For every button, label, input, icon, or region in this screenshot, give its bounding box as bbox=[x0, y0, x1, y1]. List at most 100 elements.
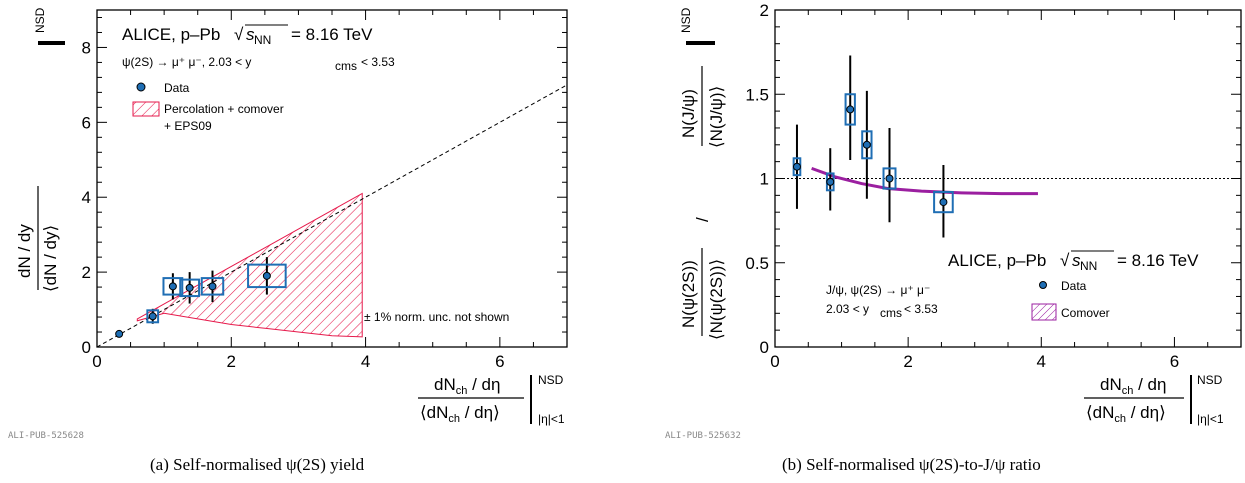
data-point bbox=[185, 283, 194, 292]
panel-b-xlabel-num: dNch / dη bbox=[1100, 375, 1166, 397]
panel-a-legend-marker bbox=[136, 82, 146, 92]
syst-box bbox=[861, 130, 873, 160]
y-tick-label: 2 bbox=[82, 263, 91, 282]
y-tick-label: 0 bbox=[760, 338, 769, 357]
syst-box bbox=[146, 309, 160, 324]
panel-b-legend-data: Data bbox=[1061, 279, 1087, 293]
panel-a-pub-id: ALI-PUB-525628 bbox=[8, 431, 84, 441]
panel-a-xlabel: dNch / dη ⟨dNch / dη⟩ NSD |η|<1 bbox=[418, 373, 565, 426]
y-tick-label: 0 bbox=[82, 338, 91, 357]
syst-box bbox=[200, 277, 225, 296]
panel-b-ylabel-den2: ⟨N(J/ψ)⟩ bbox=[707, 86, 726, 148]
syst-box bbox=[247, 263, 287, 289]
panel-a-legend-model-2: + EPS09 bbox=[164, 119, 212, 133]
panel-b-snn: NN bbox=[1080, 259, 1097, 273]
panel-a-legend-model-1: Percolation + comover bbox=[164, 102, 284, 116]
panel-b-xlabel: dNch / dη ⟨dNch / dη⟩ NSD |η|<1 bbox=[1084, 373, 1224, 426]
panel-a-channel: ψ(2S) → μ⁺ μ⁻, 2.03 < y bbox=[122, 55, 251, 69]
x-tick-label: 4 bbox=[361, 352, 370, 371]
panel-b-ticks: 0 2 4 6 0 0.5 1 1.5 2 bbox=[745, 1, 1242, 371]
panel-a-legend-band bbox=[132, 101, 160, 117]
panel-b-pub-id: ALI-PUB-525632 bbox=[665, 431, 741, 441]
panel-a-xlabel-den: ⟨dNch / dη⟩ bbox=[420, 403, 500, 425]
x-tick-label: 0 bbox=[770, 352, 779, 371]
panel-b: 0 2 4 6 0 0.5 1 1.5 2 ALICE, p–Pb √ s NN = 8.16 … bbox=[665, 1, 1242, 474]
data-point bbox=[168, 282, 177, 291]
y-tick-label: 8 bbox=[82, 38, 91, 57]
panel-a-ylabel-num: dN / dy bbox=[15, 224, 34, 278]
panel-b-ylabel: N(ψ(2S)) ⟨N(ψ(2S))⟩ / N(J/ψ) ⟨N(J/ψ)⟩ bbox=[679, 66, 726, 340]
syst-box bbox=[882, 167, 897, 190]
y-tick-label: 0.5 bbox=[745, 254, 769, 273]
panel-b-xlabel-nsd: NSD bbox=[1197, 373, 1223, 387]
panel-a-channel-sub: cms bbox=[335, 59, 357, 73]
panel-a-channel-end: < 3.53 bbox=[361, 55, 395, 69]
x-tick-label: 6 bbox=[495, 352, 504, 371]
data-point bbox=[885, 174, 894, 183]
syst-box bbox=[844, 93, 856, 126]
panel-a-collab: ALICE, p–Pb bbox=[122, 25, 220, 44]
panel-a-energy: = 8.16 TeV bbox=[291, 25, 373, 44]
panel-b-ylabel-num2: N(J/ψ) bbox=[679, 89, 698, 138]
data-point bbox=[939, 198, 948, 207]
panel-a-sqrt: √ bbox=[234, 25, 244, 44]
y-tick-label: 4 bbox=[82, 188, 91, 207]
panel-b-collab: ALICE, p–Pb bbox=[948, 251, 1046, 270]
data-point bbox=[115, 329, 124, 338]
data-point bbox=[792, 162, 801, 171]
panel-a-xlabel-nsd: NSD bbox=[538, 373, 564, 387]
data-point bbox=[148, 312, 157, 321]
panel-a-s: s bbox=[246, 25, 255, 44]
y-tick-label: 1 bbox=[760, 170, 769, 189]
panel-b-legend-marker bbox=[1039, 281, 1047, 289]
x-tick-label: 2 bbox=[227, 352, 236, 371]
panel-b-comover-curve bbox=[811, 166, 1038, 196]
panel-b-sqrt: √ bbox=[1060, 251, 1070, 270]
panel-b-legend-band bbox=[1031, 303, 1057, 321]
panel-b-ylabel-num1: N(ψ(2S)) bbox=[679, 260, 698, 328]
syst-box bbox=[933, 190, 954, 214]
x-tick-label: 6 bbox=[1170, 352, 1179, 371]
x-tick-label: 2 bbox=[903, 352, 912, 371]
data-point bbox=[846, 105, 855, 114]
panel-a-ylabel-den: ⟨dN / dy⟩ bbox=[41, 225, 60, 292]
panel-a-data-points bbox=[115, 257, 287, 338]
panel-a-reference-line bbox=[96, 84, 568, 348]
panel-b-xlabel-den: ⟨dNch / dη⟩ bbox=[1086, 403, 1166, 425]
panel-a-norm-note: ± 1% norm. unc. not shown bbox=[364, 310, 509, 324]
data-point bbox=[826, 177, 835, 186]
panel-a-ylabel: dN / dy ⟨dN / dy⟩ bbox=[15, 186, 60, 292]
y-tick-label: 2 bbox=[760, 1, 769, 20]
panel-b-channel-sub: cms bbox=[880, 306, 902, 320]
panel-b-energy: = 8.16 TeV bbox=[1117, 251, 1199, 270]
x-tick-label: 0 bbox=[92, 352, 101, 371]
panel-b-channel-1: J/ψ, ψ(2S) → μ⁺ μ⁻ bbox=[826, 283, 930, 297]
panel-b-ylabel-den1: ⟨N(ψ(2S))⟩ bbox=[707, 259, 726, 340]
x-tick-label: 4 bbox=[1037, 352, 1046, 371]
panel-b-ylabel-nsd: NSD bbox=[679, 7, 693, 33]
panel-b-legend-model: Comover bbox=[1061, 306, 1110, 320]
panel-a-ticks: 0 2 4 6 0 2 4 6 8 bbox=[82, 10, 568, 371]
panel-a-snn: NN bbox=[254, 33, 271, 47]
panel-a-xlabel-num: dNch / dη bbox=[434, 375, 500, 397]
panel-a-legend-data: Data bbox=[164, 81, 190, 95]
syst-box bbox=[162, 277, 184, 296]
panel-a-xlabel-eta: |η|<1 bbox=[538, 412, 565, 426]
panel-b-ylabel-slash: / bbox=[693, 217, 712, 222]
panel-a-caption: (a) Self-normalised ψ(2S) yield bbox=[150, 455, 365, 474]
panel-b-channel-2: 2.03 < y bbox=[826, 302, 869, 316]
data-point bbox=[262, 271, 271, 280]
panel-b-xlabel-eta: |η|<1 bbox=[1197, 412, 1224, 426]
panel-b-channel-end: < 3.53 bbox=[904, 302, 938, 316]
data-point bbox=[208, 282, 217, 291]
panel-a-ylabel-nsd: NSD bbox=[33, 7, 47, 33]
panel-b-caption: (b) Self-normalised ψ(2S)-to-J/ψ ratio bbox=[782, 455, 1041, 474]
panel-b-s: s bbox=[1072, 251, 1081, 270]
data-point bbox=[862, 140, 871, 149]
y-tick-label: 6 bbox=[82, 113, 91, 132]
y-tick-label: 1.5 bbox=[745, 85, 769, 104]
panel-b-data-points bbox=[792, 55, 954, 238]
syst-box bbox=[179, 278, 201, 298]
